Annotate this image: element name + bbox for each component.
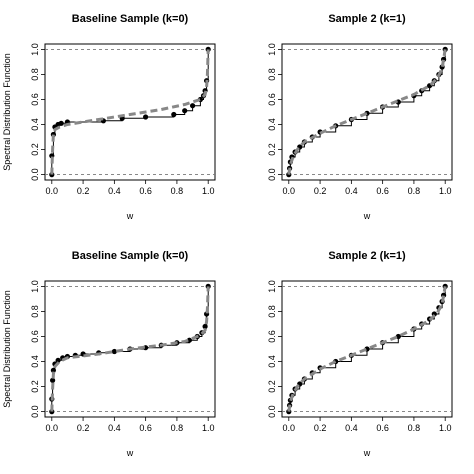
y-tick-label: 0.0 (267, 168, 277, 181)
x-tick-label: 0.2 (77, 186, 90, 196)
plot-frame (44, 43, 216, 181)
y-tick-label: 0.4 (30, 355, 40, 368)
y-tick-label: 0.2 (30, 380, 40, 393)
y-axis-label: Spectral Distribution Function (2, 290, 12, 408)
y-tick-label: 0.0 (267, 405, 277, 418)
y-tick-label: 0.2 (30, 143, 40, 156)
x-tick-label: 1.0 (439, 186, 452, 196)
x-axis-label: w (126, 448, 134, 458)
y-tick-label: 0.4 (267, 118, 277, 131)
plot-frame (281, 280, 453, 418)
x-tick-label: 1.0 (439, 423, 452, 433)
x-axis-label: w (363, 211, 371, 221)
panel-2: Sample 2 (k=1) 0.0 0.2 0.4 0.6 0.8 1.0 0.0 0.2 0.… (267, 13, 453, 221)
plot-frame (281, 43, 453, 181)
x-tick-label: 0.8 (408, 186, 421, 196)
data-point (58, 120, 64, 126)
x-tick-label: 0.4 (108, 186, 121, 196)
data-point (111, 348, 117, 355)
y-tick-label: 0.6 (267, 330, 277, 343)
y-tick-label: 1.0 (30, 43, 40, 56)
x-tick-label: 0.8 (408, 423, 421, 433)
data-point (182, 108, 188, 114)
y-tick-label: 0.8 (267, 305, 277, 318)
y-tick-label: 0.0 (30, 168, 40, 181)
x-tick-label: 0.6 (139, 423, 152, 433)
empirical-step-line (288, 49, 446, 176)
empirical-step-line (288, 286, 446, 413)
y-tick-label: 1.0 (267, 43, 277, 56)
y-tick-label: 0.8 (267, 68, 277, 81)
panel-4: Sample 2 (k=1) 0.0 0.2 0.4 0.6 0.8 1.0 0.0 0.2 0.… (267, 250, 453, 458)
x-tick-label: 0.2 (314, 423, 327, 433)
y-tick-label: 0.2 (267, 143, 277, 156)
plot-frame (44, 280, 216, 418)
x-tick-label: 0.0 (46, 423, 59, 433)
data-point (50, 367, 57, 373)
data-point (55, 357, 61, 363)
x-axis-label: w (126, 211, 134, 221)
data-point (190, 103, 196, 109)
x-tick-label: 0.0 (283, 186, 296, 196)
y-tick-label: 1.0 (30, 280, 40, 293)
y-tick-label: 0.6 (267, 93, 277, 106)
x-tick-label: 0.2 (314, 186, 327, 196)
y-tick-label: 0.8 (30, 68, 40, 81)
x-tick-label: 1.0 (202, 423, 215, 433)
panel-3: Baseline Sample (k=0) 0.0 0.2 0.4 0.6 0.8 1.0 0… (2, 250, 216, 458)
fitted-curve (50, 49, 210, 175)
x-tick-label: 0.2 (77, 423, 90, 433)
y-axis-label: Spectral Distribution Function (2, 53, 12, 171)
panel-title: Baseline Sample (k=0) (72, 13, 189, 25)
y-tick-label: 0.2 (267, 380, 277, 393)
x-axis-label: w (363, 448, 371, 458)
data-point (171, 111, 177, 118)
x-tick-label: 0.0 (46, 186, 59, 196)
x-tick-label: 0.6 (376, 423, 389, 433)
x-tick-label: 0.4 (345, 423, 358, 433)
panel-title: Sample 2 (k=1) (328, 13, 406, 25)
x-tick-label: 0.4 (345, 186, 358, 196)
data-point (50, 377, 56, 383)
y-tick-label: 0.4 (267, 355, 277, 368)
fitted-curve (287, 286, 447, 412)
fitted-curve (50, 286, 210, 412)
y-tick-label: 0.6 (30, 93, 40, 106)
fitted-curve (287, 49, 447, 175)
panel-title: Sample 2 (k=1) (328, 250, 406, 262)
x-tick-label: 0.4 (108, 423, 121, 433)
x-tick-label: 0.6 (139, 186, 152, 196)
y-tick-label: 0.0 (30, 405, 40, 418)
data-point (143, 114, 149, 120)
y-tick-label: 0.8 (30, 305, 40, 318)
x-tick-label: 0.0 (283, 423, 296, 433)
x-tick-label: 0.6 (376, 186, 389, 196)
y-tick-label: 0.4 (30, 118, 40, 131)
y-tick-label: 0.6 (30, 330, 40, 343)
data-point (202, 323, 208, 330)
panel-1: Baseline Sample (k=0) 0.0 0.2 0.4 0.6 0.8 1.0 0… (2, 13, 216, 221)
x-tick-label: 0.8 (171, 423, 184, 433)
panel-title: Baseline Sample (k=0) (72, 250, 189, 262)
y-tick-label: 1.0 (267, 280, 277, 293)
x-tick-label: 1.0 (202, 186, 215, 196)
x-tick-label: 0.8 (171, 186, 184, 196)
